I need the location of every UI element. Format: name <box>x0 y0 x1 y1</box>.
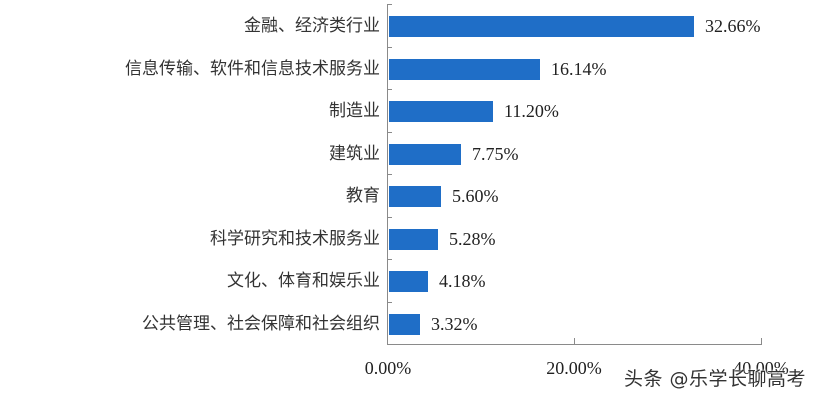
y-tick <box>387 217 392 218</box>
value-label: 5.28% <box>449 229 496 249</box>
category-label: 信息传输、软件和信息技术服务业 <box>125 59 380 79</box>
watermark-text: 头条 @乐学长聊高考 <box>624 368 807 390</box>
bar <box>389 101 493 122</box>
category-label: 金融、经济类行业 <box>244 16 380 36</box>
x-tick <box>574 338 575 345</box>
y-tick <box>387 174 392 175</box>
x-tick <box>761 338 762 345</box>
bar <box>389 314 420 335</box>
category-label: 建筑业 <box>329 144 380 164</box>
value-label: 11.20% <box>504 101 559 121</box>
value-label: 3.32% <box>431 314 478 334</box>
x-tick-label: 0.00% <box>364 358 412 378</box>
bar <box>389 229 438 250</box>
bar <box>389 271 428 292</box>
value-label: 7.75% <box>472 144 519 164</box>
bar <box>389 59 540 80</box>
y-tick <box>387 89 392 90</box>
value-label: 4.18% <box>439 271 486 291</box>
value-label: 16.14% <box>551 59 607 79</box>
bar <box>389 186 441 207</box>
value-label: 32.66% <box>705 16 761 36</box>
x-tick-label: 40.00% <box>733 358 789 378</box>
category-label: 制造业 <box>329 101 380 121</box>
y-tick <box>387 132 392 133</box>
value-label: 5.60% <box>452 186 499 206</box>
category-label: 科学研究和技术服务业 <box>210 229 380 249</box>
x-tick-label: 20.00% <box>546 358 602 378</box>
bar <box>389 144 461 165</box>
y-tick <box>387 4 392 5</box>
category-label: 文化、体育和娱乐业 <box>227 271 380 291</box>
category-label: 公共管理、社会保障和社会组织 <box>142 314 380 334</box>
category-label: 教育 <box>346 186 380 206</box>
y-tick <box>387 259 392 260</box>
y-tick <box>387 47 392 48</box>
y-tick <box>387 302 392 303</box>
bar <box>389 16 694 37</box>
